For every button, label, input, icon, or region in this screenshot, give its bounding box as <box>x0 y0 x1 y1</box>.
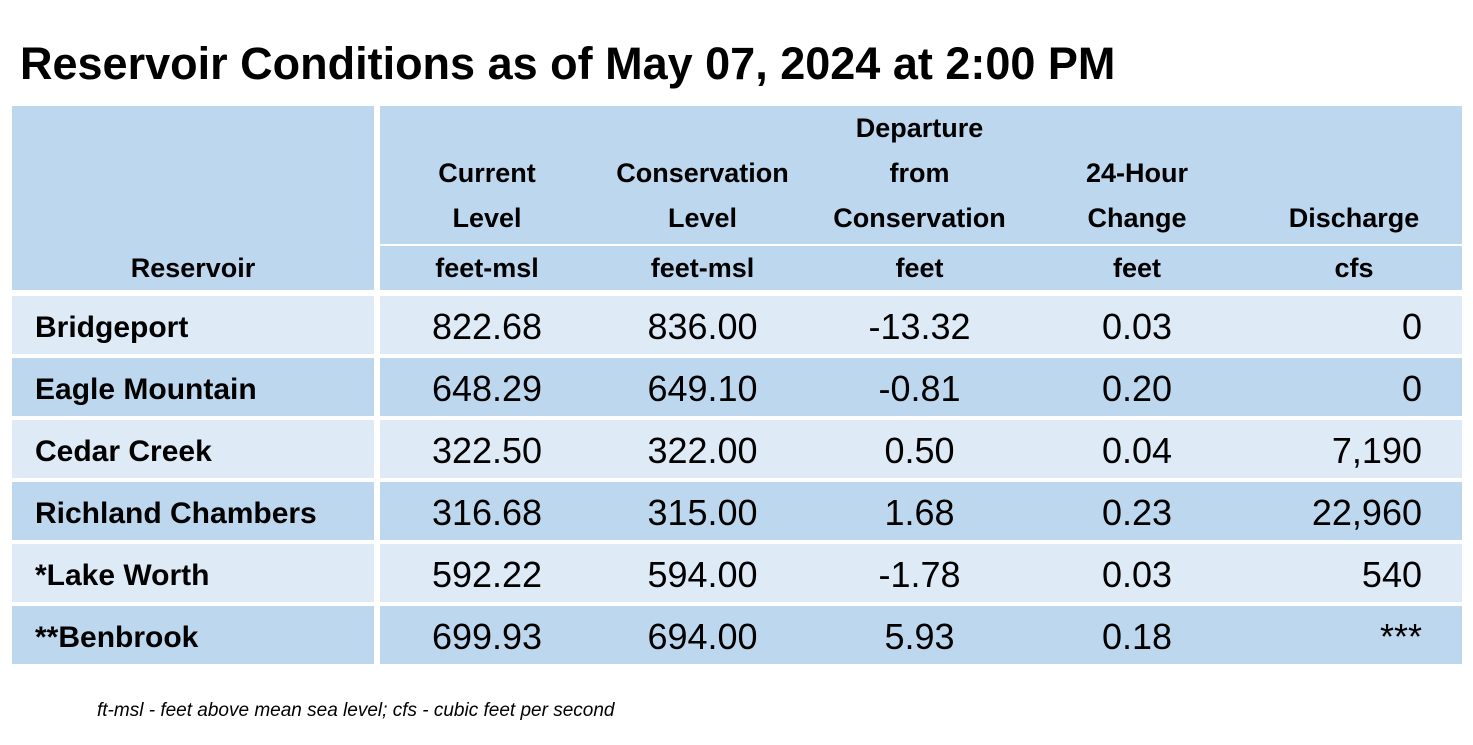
discharge-value: 0 <box>1246 296 1462 354</box>
header-change: 24-Hour Change <box>1028 106 1246 244</box>
units-row: feet-msl feet-msl feet feet cfs <box>12 246 1462 290</box>
header-conservation-line1: Conservation <box>616 158 789 188</box>
current-level-value: 699.93 <box>380 606 594 664</box>
header-conservation-level: Conservation Level <box>594 106 811 244</box>
current-level-value: 648.29 <box>380 358 594 416</box>
table-row: Eagle Mountain 648.29 649.10 -0.81 0.20 … <box>12 358 1462 416</box>
conservation-level-value: 694.00 <box>594 606 811 664</box>
conservation-level-value: 315.00 <box>594 482 811 540</box>
unit-current-level: feet-msl <box>380 246 594 290</box>
discharge-value: 22,960 <box>1246 482 1462 540</box>
header-departure: Departure from Conservation <box>811 106 1028 244</box>
departure-value: -13.32 <box>811 296 1028 354</box>
reservoir-name: *Lake Worth <box>12 544 374 602</box>
header-change-line1: 24-Hour <box>1085 158 1188 188</box>
table-row: Cedar Creek 322.50 322.00 0.50 0.04 7,19… <box>12 420 1462 478</box>
discharge-value: 540 <box>1246 544 1462 602</box>
discharge-value: 0 <box>1246 358 1462 416</box>
header-departure-line2: from <box>889 158 950 188</box>
reservoir-name: Richland Chambers <box>12 482 374 540</box>
departure-value: -0.81 <box>811 358 1028 416</box>
current-level-value: 822.68 <box>380 296 594 354</box>
table-header: Reservoir Current Level Conservation Lev… <box>12 106 1462 290</box>
table-row: Richland Chambers 316.68 315.00 1.68 0.2… <box>12 482 1462 540</box>
current-level-value: 316.68 <box>380 482 594 540</box>
discharge-value: 7,190 <box>1246 420 1462 478</box>
change-value: 0.20 <box>1028 358 1246 416</box>
change-value: 0.03 <box>1028 296 1246 354</box>
header-discharge-line1: Discharge <box>1288 203 1420 233</box>
conservation-level-value: 836.00 <box>594 296 811 354</box>
change-value: 0.03 <box>1028 544 1246 602</box>
departure-value: 5.93 <box>811 606 1028 664</box>
reservoir-name: Cedar Creek <box>12 420 374 478</box>
change-value: 0.18 <box>1028 606 1246 664</box>
table-row: Bridgeport 822.68 836.00 -13.32 0.03 0 <box>12 296 1462 354</box>
departure-value: -1.78 <box>811 544 1028 602</box>
header-departure-line3: Conservation <box>833 203 1006 233</box>
footnote: ft-msl - feet above mean sea level; cfs … <box>97 700 615 721</box>
header-discharge: Discharge <box>1246 106 1462 244</box>
unit-discharge: cfs <box>1246 246 1462 290</box>
header-reservoir-label: Reservoir <box>130 253 256 283</box>
header-reservoir: Reservoir <box>12 106 374 290</box>
header-current-line1: Current <box>438 158 536 188</box>
departure-value: 1.68 <box>811 482 1028 540</box>
header-current-line2: Level <box>452 203 522 233</box>
current-level-value: 592.22 <box>380 544 594 602</box>
header-departure-line1: Departure <box>855 113 984 143</box>
reservoir-table: Reservoir Current Level Conservation Lev… <box>12 106 1462 666</box>
conservation-level-value: 594.00 <box>594 544 811 602</box>
header-current-level: Current Level <box>380 106 594 244</box>
conservation-level-value: 649.10 <box>594 358 811 416</box>
conservation-level-value: 322.00 <box>594 420 811 478</box>
header-conservation-line2: Level <box>667 203 738 233</box>
change-value: 0.04 <box>1028 420 1246 478</box>
reservoir-name: **Benbrook <box>12 606 374 664</box>
unit-conservation-level: feet-msl <box>594 246 811 290</box>
page-title: Reservoir Conditions as of May 07, 2024 … <box>20 38 1116 89</box>
unit-change: feet <box>1028 246 1246 290</box>
reservoir-name: Eagle Mountain <box>12 358 374 416</box>
unit-departure: feet <box>811 246 1028 290</box>
table-row: **Benbrook 699.93 694.00 5.93 0.18 *** <box>12 606 1462 664</box>
discharge-value: *** <box>1246 606 1462 664</box>
header-change-line2: Change <box>1087 203 1187 233</box>
reservoir-name: Bridgeport <box>12 296 374 354</box>
table-row: *Lake Worth 592.22 594.00 -1.78 0.03 540 <box>12 544 1462 602</box>
change-value: 0.23 <box>1028 482 1246 540</box>
departure-value: 0.50 <box>811 420 1028 478</box>
current-level-value: 322.50 <box>380 420 594 478</box>
